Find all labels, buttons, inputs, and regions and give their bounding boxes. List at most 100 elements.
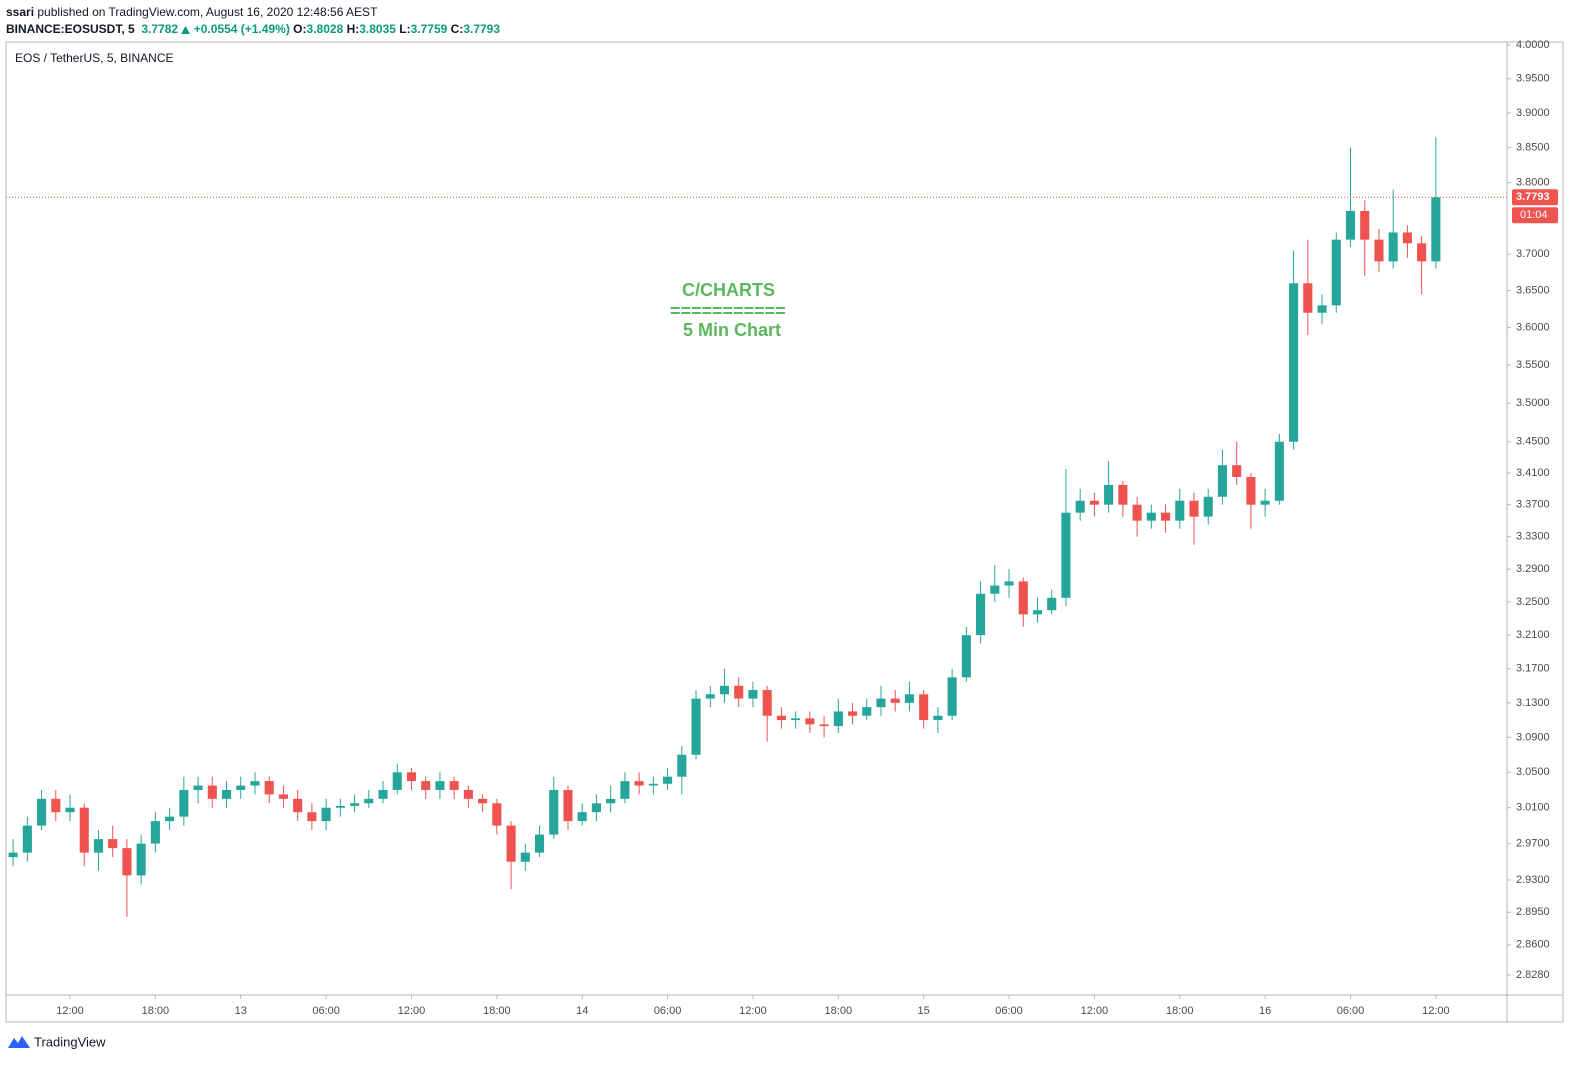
candle-body: [22, 825, 32, 853]
last-price-label: 3.7793: [1516, 191, 1550, 203]
candle-body: [933, 715, 943, 721]
y-tick-label: 2.9300: [1516, 874, 1550, 886]
y-tick-label: 3.3700: [1516, 499, 1550, 511]
y-tick-label: 3.8000: [1516, 177, 1550, 189]
candle-body: [364, 798, 374, 804]
candle-body: [179, 789, 189, 817]
candle-body: [51, 798, 61, 813]
candle-body: [1146, 512, 1156, 521]
logo-icon: [8, 1036, 30, 1048]
candle-body: [278, 794, 288, 799]
y-tick-label: 3.9500: [1516, 73, 1550, 85]
candle-body: [1417, 243, 1427, 262]
o-value: 3.8028: [306, 22, 344, 36]
candle-body: [691, 698, 701, 755]
published: published on TradingView.com, August 16,…: [37, 5, 378, 19]
candle-body: [122, 848, 132, 876]
y-tick-label: 3.5500: [1516, 359, 1550, 371]
frame: [5, 41, 1564, 1023]
candle-body: [293, 798, 303, 813]
candle-body: [1018, 581, 1028, 615]
header-line-1: ssari published on TradingView.com, Augu…: [6, 4, 500, 21]
candle-body: [904, 694, 914, 703]
candle-body: [577, 812, 587, 822]
h-label: H:: [346, 22, 360, 36]
c-label: C:: [450, 22, 464, 36]
candle-body: [65, 807, 75, 813]
y-tick-label: 3.5000: [1516, 397, 1550, 409]
candle-body: [1303, 283, 1313, 313]
candle-body: [478, 798, 488, 804]
candle-body: [634, 781, 644, 786]
candle-body: [1246, 476, 1256, 505]
candle-body: [93, 839, 104, 853]
candle-body: [463, 789, 473, 799]
candle-body: [833, 711, 843, 727]
y-tick-label: 2.8950: [1516, 906, 1550, 918]
x-tick-label: 18:00: [825, 1005, 853, 1017]
y-tick-label: 2.9700: [1516, 838, 1550, 850]
x-tick-label: 06:00: [312, 1005, 340, 1017]
y-tick-label: 3.2100: [1516, 629, 1550, 641]
candle-body: [1075, 500, 1085, 513]
candle-body: [1160, 512, 1171, 521]
candle-body: [677, 754, 687, 777]
candle-body: [847, 711, 858, 716]
x-tick-label: 14: [576, 1005, 588, 1017]
y-tick-label: 3.6000: [1516, 322, 1550, 334]
candle-body: [378, 789, 388, 799]
y-tick-label: 3.9000: [1516, 107, 1550, 119]
candle-body: [264, 781, 274, 795]
c-value: 3.7793: [463, 22, 501, 36]
candle-body: [1118, 484, 1128, 505]
annotation: ===========: [670, 301, 786, 321]
last-price-box: [1512, 189, 1558, 206]
candle-body: [150, 821, 160, 844]
header: ssari published on TradingView.com, Augu…: [6, 4, 500, 38]
candle-body: [1203, 496, 1213, 517]
candle-body: [663, 776, 673, 784]
candle-body: [207, 785, 217, 799]
l-value: 3.7759: [410, 22, 448, 36]
candle-body: [193, 785, 203, 790]
x-tick-label: 16: [1259, 1005, 1271, 1017]
candle-body: [947, 677, 957, 716]
countdown-label: 01:04: [1520, 209, 1548, 221]
candle-body: [37, 798, 47, 826]
candle-body: [1289, 283, 1299, 442]
x-tick-label: 15: [918, 1005, 930, 1017]
candle-body: [1061, 512, 1071, 598]
y-tick-label: 2.8600: [1516, 939, 1550, 951]
candle-body: [591, 803, 601, 813]
brand: TradingView: [34, 1034, 106, 1049]
candle-body: [79, 807, 89, 853]
candles: [8, 137, 1441, 917]
author: ssari: [6, 5, 35, 19]
y-tick-label: 3.0900: [1516, 731, 1550, 743]
annotation: C/CHARTS: [682, 280, 775, 300]
candle-body: [506, 825, 516, 862]
candle-body: [250, 781, 260, 786]
candle-body: [1132, 504, 1142, 521]
x-tick-label: 18:00: [483, 1005, 511, 1017]
y-tick-label: 3.3300: [1516, 531, 1550, 543]
candle-body: [335, 805, 345, 808]
candle-body: [1189, 500, 1199, 517]
x-tick-label: 12:00: [1081, 1005, 1109, 1017]
candle-body: [762, 690, 772, 716]
candle-body: [1388, 232, 1398, 262]
x-tick-label: 12:00: [739, 1005, 767, 1017]
candle-body: [520, 852, 530, 862]
y-tick-label: 3.7000: [1516, 248, 1550, 260]
candle-body: [705, 694, 715, 699]
x-tick-label: 06:00: [1337, 1005, 1365, 1017]
candle-body: [1089, 500, 1099, 505]
countdown-box: [1512, 207, 1558, 224]
candle-body: [1402, 232, 1412, 244]
candle-body: [819, 724, 829, 727]
candle-body: [350, 803, 360, 806]
candle-body: [919, 694, 929, 721]
y-tick-label: 3.6500: [1516, 285, 1550, 297]
symbol: BINANCE:EOSUSDT, 5: [6, 22, 135, 36]
candle-body: [534, 834, 545, 853]
